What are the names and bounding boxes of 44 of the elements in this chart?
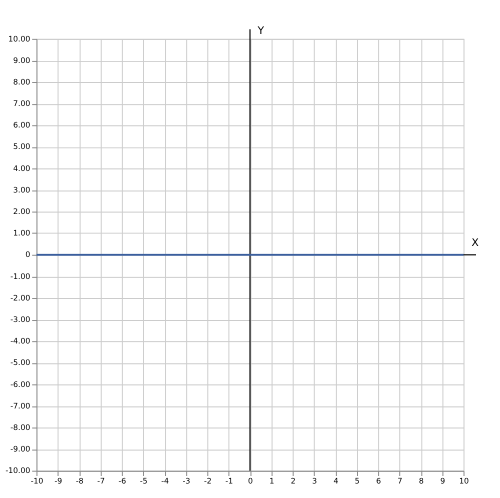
x-tick-label: -2 <box>204 476 212 486</box>
y-tick-label: -5.00 <box>10 358 30 368</box>
x-tick-label: 6 <box>376 476 382 486</box>
x-tick-label: -8 <box>76 476 84 486</box>
y-tick-label: 0 <box>25 250 30 260</box>
y-tick-label: -10.00 <box>6 466 30 476</box>
x-tick-label: 4 <box>333 476 338 486</box>
x-tick-label: -4 <box>161 476 170 486</box>
x-tick-label: 3 <box>312 476 318 486</box>
x-tick-label: 1 <box>269 476 274 486</box>
y-tick-label: 8.00 <box>13 77 30 86</box>
y-tick-label: -3.00 <box>10 314 30 324</box>
y-tick-label: -6.00 <box>10 380 30 389</box>
y-tick-label: 1.00 <box>13 228 30 238</box>
x-tick-label: -5 <box>140 476 148 486</box>
y-tick-label: 9.00 <box>13 56 30 65</box>
y-tick-label: -7.00 <box>10 401 30 410</box>
x-tick-label: 9 <box>440 476 446 486</box>
x-tick-label: 2 <box>290 476 296 486</box>
x-tick-label: 5 <box>354 476 360 486</box>
y-tick-label: -4.00 <box>10 336 30 346</box>
x-tick-label: -9 <box>54 476 62 486</box>
y-tick-label: 3.00 <box>13 185 30 194</box>
y-tick-label: 7.00 <box>13 99 30 108</box>
x-tick-label: -10 <box>30 476 44 486</box>
x-tick-label: 10 <box>459 476 470 486</box>
x-axis-title: X <box>471 237 479 250</box>
y-axis-title: Y <box>256 25 265 38</box>
x-tick-label: -6 <box>118 476 126 486</box>
y-tick-label: -1.00 <box>10 272 30 281</box>
x-tick-label: 8 <box>418 476 424 486</box>
y-tick-label: 10.00 <box>8 34 30 44</box>
x-tick-label: -7 <box>97 476 105 486</box>
y-tick-label: -9.00 <box>10 444 30 454</box>
x-tick-label: 0 <box>248 476 254 486</box>
y-tick-label: 4.00 <box>13 164 30 173</box>
y-tick-label: 2.00 <box>13 207 30 216</box>
y-tick-label: -2.00 <box>10 293 30 302</box>
y-tick-label: 6.00 <box>13 120 30 130</box>
x-tick-label: -1 <box>225 476 234 486</box>
y-tick-label: 5.00 <box>13 142 30 152</box>
y-tick-label: -8.00 <box>10 422 30 432</box>
x-tick-label: -3 <box>182 476 190 486</box>
x-tick-label: 7 <box>398 476 403 486</box>
